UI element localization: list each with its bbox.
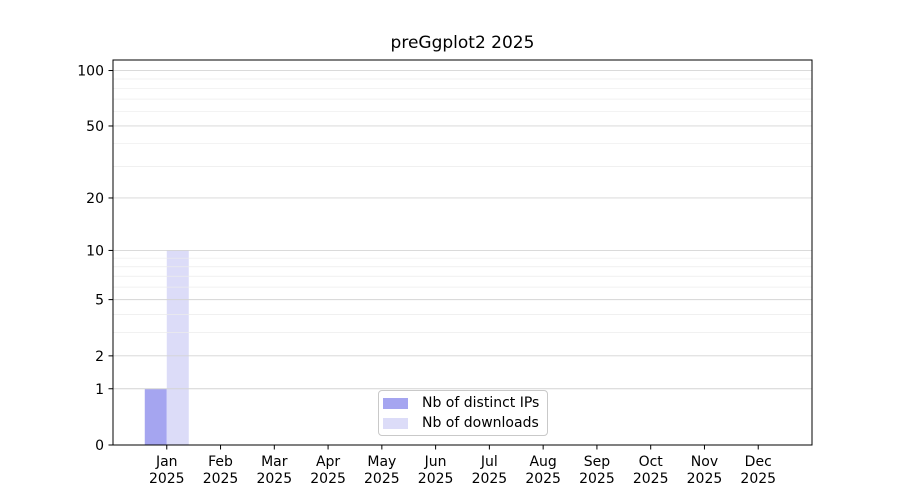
y-axis-tick-label-100: 100: [77, 64, 104, 80]
x-axis-tick-label-year-jun: 2025: [418, 471, 454, 487]
legend: Nb of distinct IPs Nb of downloads: [378, 390, 548, 436]
y-axis-tick-label-1: 1: [95, 382, 104, 398]
y-axis-tick-label-50: 50: [86, 119, 104, 135]
x-axis-tick-label-year-oct: 2025: [633, 471, 669, 487]
y-axis-tick-label-0: 0: [95, 438, 104, 454]
x-axis-tick-label-month-feb: Feb: [208, 454, 233, 470]
legend-item-downloads: Nb of downloads: [383, 415, 547, 432]
x-axis-tick-label-year-aug: 2025: [525, 471, 561, 487]
x-axis-tick-label-year-feb: 2025: [203, 471, 239, 487]
x-axis-tick-label-month-mar: Mar: [261, 454, 288, 470]
x-axis-tick-label-year-may: 2025: [364, 471, 400, 487]
axes-spines: [112, 59, 813, 446]
x-axis-tick-label-month-dec: Dec: [745, 454, 772, 470]
x-axis-tick-label-month-sep: Sep: [584, 454, 611, 470]
x-axis-tick-label-year-jan: 2025: [149, 471, 185, 487]
y-axis-tick-label-2: 2: [95, 349, 104, 365]
x-axis-tick-label-month-aug: Aug: [529, 454, 556, 470]
chart-title: preGgplot2 2025: [390, 33, 535, 53]
x-axis-tick-label-month-may: May: [367, 454, 396, 470]
bar-nb-of-distinct-ips-jan: [144, 388, 167, 445]
x-axis-tick-label-month-jun: Jun: [424, 454, 447, 470]
x-axis-tick-label-month-nov: Nov: [691, 454, 718, 470]
x-axis-tick-label-year-dec: 2025: [740, 471, 776, 487]
x-axis-tick-label-month-jul: Jul: [480, 454, 498, 470]
x-axis-tick-label-month-jan: Jan: [155, 454, 178, 470]
x-axis-tick-label-month-apr: Apr: [316, 454, 340, 470]
x-axis-tick-label-year-sep: 2025: [579, 471, 615, 487]
legend-label-distinct-ips: Nb of distinct IPs: [422, 395, 540, 411]
legend-label-downloads: Nb of downloads: [422, 415, 539, 431]
x-axis-tick-label-year-nov: 2025: [687, 471, 723, 487]
y-axis-tick-label-10: 10: [86, 243, 104, 259]
x-axis-tick-label-month-oct: Oct: [639, 454, 664, 470]
y-axis-tick-label-5: 5: [95, 293, 104, 309]
legend-swatch-distinct-ips: [383, 397, 408, 409]
legend-swatch-downloads: [383, 417, 408, 429]
x-axis-tick-label-year-mar: 2025: [256, 471, 292, 487]
bar-nb-of-downloads-jan: [166, 250, 189, 445]
legend-item-distinct-ips: Nb of distinct IPs: [383, 395, 547, 412]
y-axis-tick-label-20: 20: [86, 191, 104, 207]
x-axis-tick-label-year-jul: 2025: [472, 471, 508, 487]
x-axis-tick-label-year-apr: 2025: [310, 471, 346, 487]
